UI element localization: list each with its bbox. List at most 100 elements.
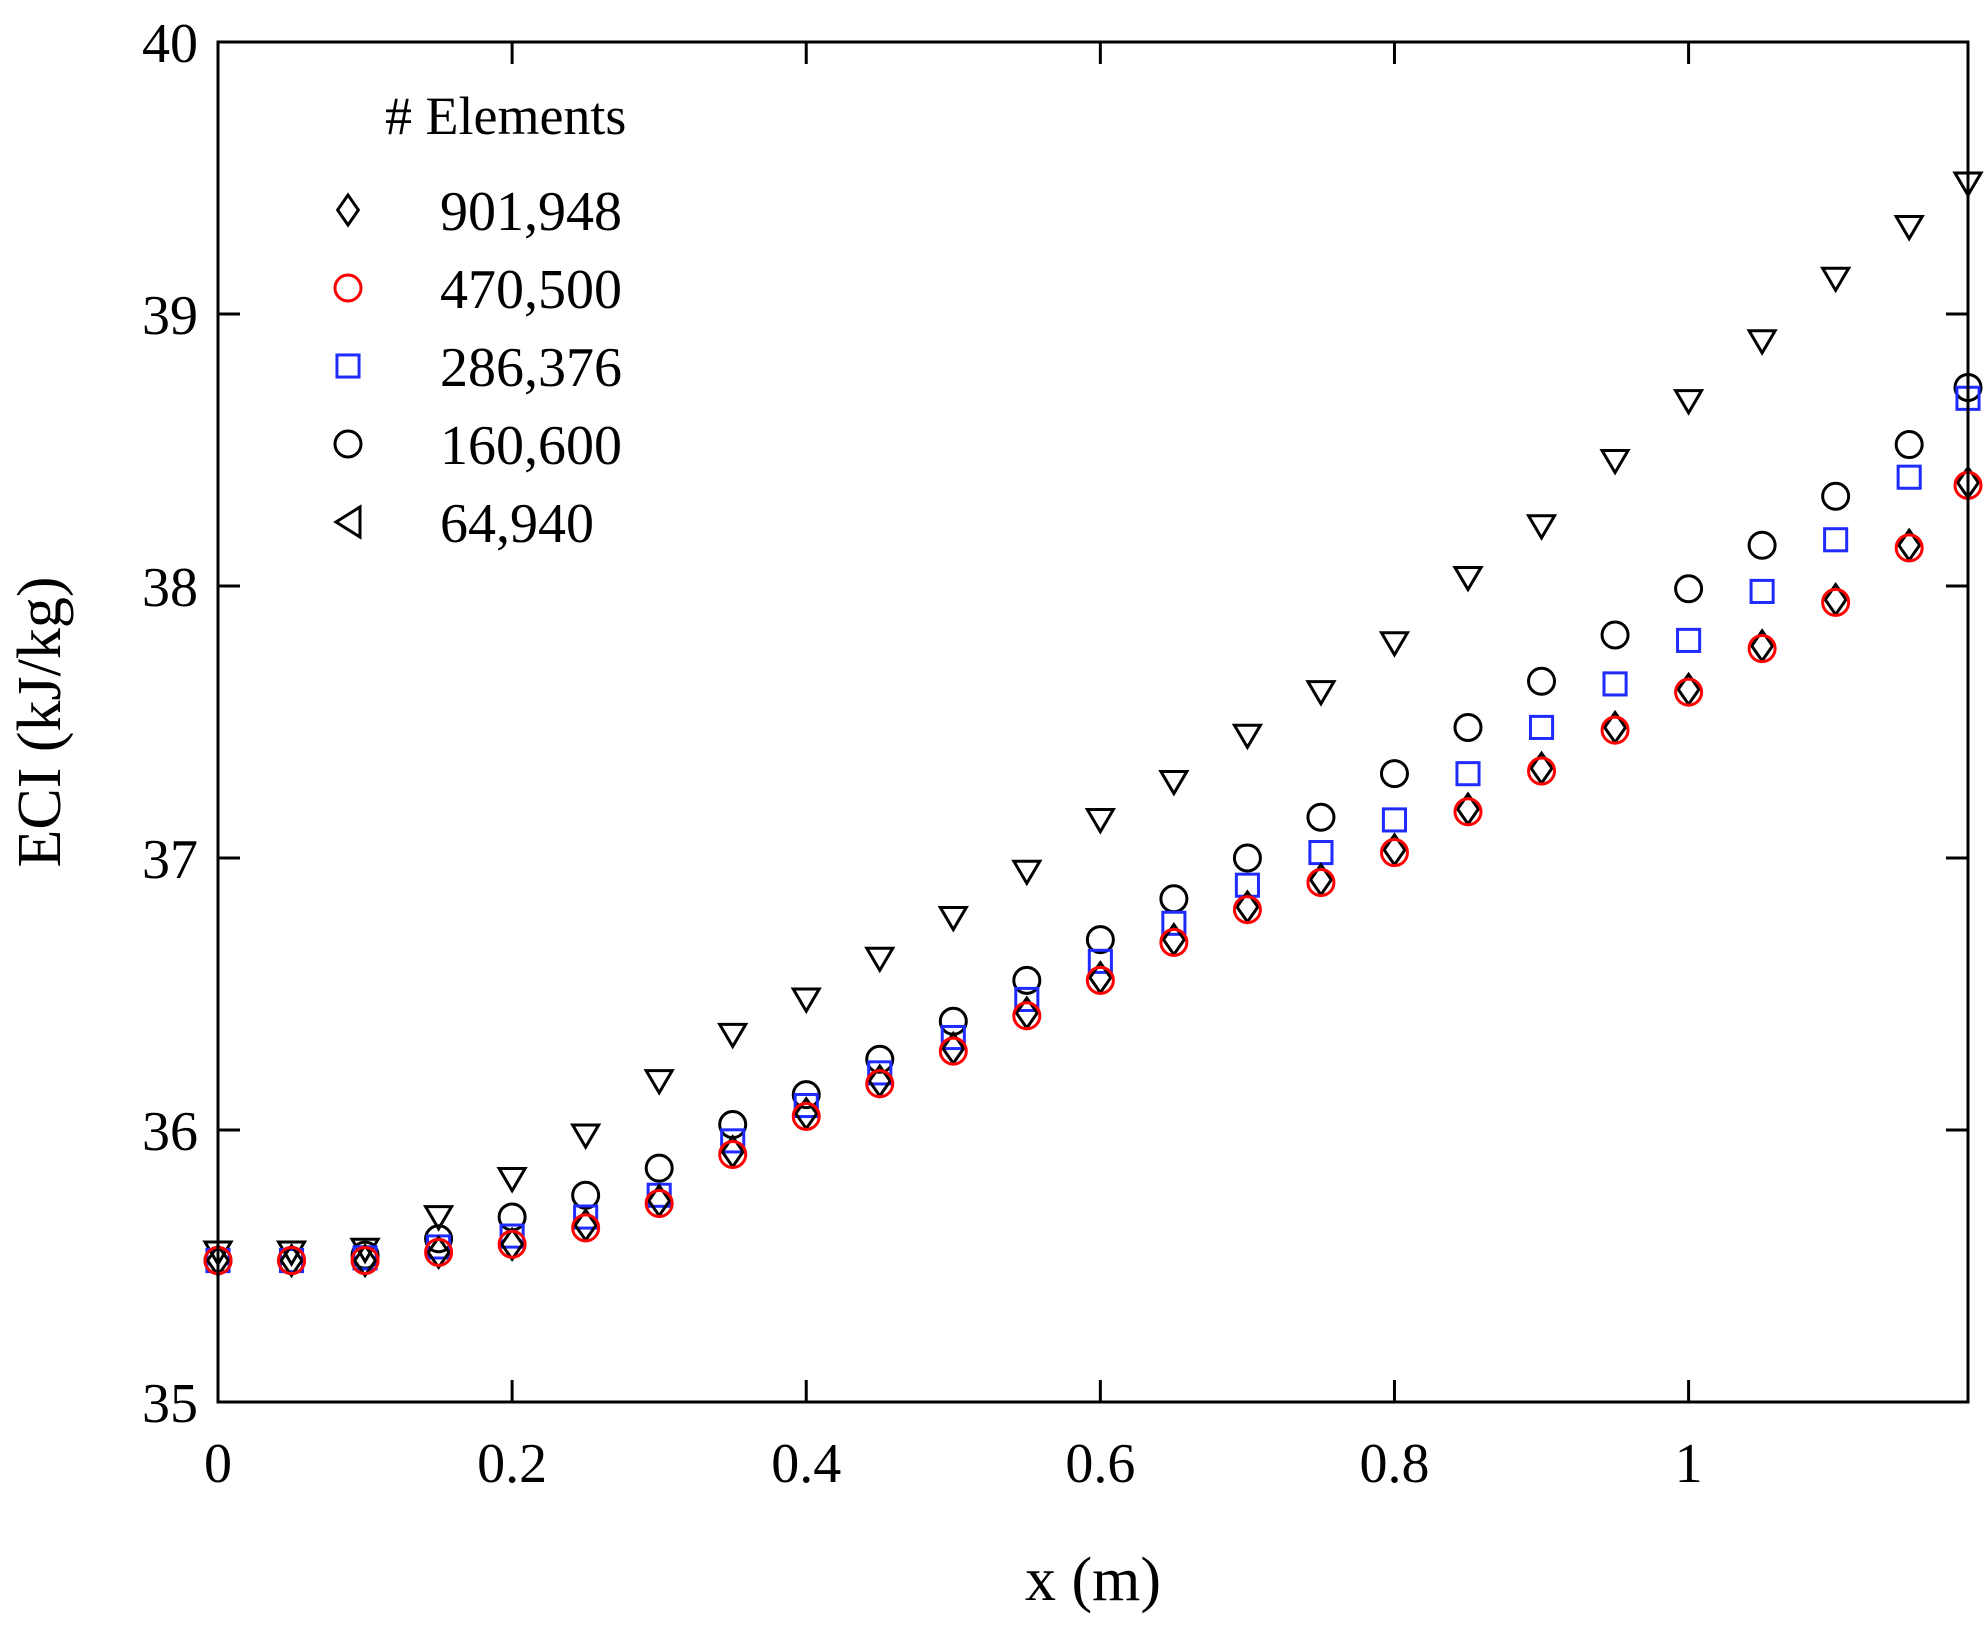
data-point — [1823, 527, 1849, 553]
data-point — [1161, 910, 1187, 936]
axis-tick-labels: 0 0.2 0.4 0.6 0.8 1 35 36 37 38 39 40 — [142, 13, 1703, 1495]
data-point — [1452, 565, 1484, 593]
data-point — [1747, 634, 1777, 664]
data-point — [793, 1092, 819, 1119]
data-point — [1087, 948, 1113, 974]
data-point — [1305, 680, 1337, 707]
data-point — [499, 1226, 525, 1262]
data-point — [1749, 578, 1775, 604]
data-point — [350, 1246, 380, 1276]
data-point — [865, 1044, 895, 1074]
legend-marker — [333, 273, 363, 303]
data-point — [1820, 266, 1852, 294]
data-point — [422, 1205, 455, 1232]
data-point — [1085, 965, 1115, 995]
data-point — [1011, 859, 1043, 887]
data-point — [496, 1167, 528, 1194]
legend-entries: 901,948 470,500 286,376 160,600 64,940 — [333, 181, 622, 555]
data-point — [1674, 574, 1704, 604]
data-point — [1527, 666, 1557, 696]
data-point — [790, 987, 822, 1015]
data-point — [718, 1139, 748, 1169]
data-point — [867, 1060, 893, 1086]
data-point — [1602, 671, 1628, 697]
legend-entry: 470,500 — [333, 259, 622, 321]
data-point — [940, 1024, 966, 1051]
legend-entry: 64,940 — [333, 493, 594, 555]
data-point — [1158, 769, 1190, 797]
data-point — [573, 1204, 599, 1230]
legend-label: 286,376 — [440, 337, 622, 399]
data-point — [1085, 925, 1115, 955]
data-point — [1012, 1001, 1042, 1031]
legend-entry: 160,600 — [333, 415, 622, 477]
data-point — [1453, 712, 1483, 742]
data-point — [1378, 631, 1411, 658]
data-point — [1894, 430, 1924, 460]
data-point — [571, 1213, 601, 1243]
data-point — [1381, 807, 1408, 833]
data-point — [791, 1080, 821, 1110]
data-point — [791, 1101, 821, 1131]
data-point — [1599, 448, 1631, 476]
data-point — [279, 1242, 304, 1279]
data-point — [644, 1188, 674, 1218]
data-point — [1527, 756, 1557, 786]
data-point — [1600, 715, 1630, 745]
data-point — [1231, 723, 1264, 751]
data-point — [1232, 843, 1262, 873]
y-tick-label: 35 — [142, 1373, 198, 1435]
data-point — [717, 1022, 749, 1050]
y-tick-label: 40 — [142, 13, 198, 75]
series-470500 — [203, 470, 1983, 1276]
x-tick-label: 0.6 — [1065, 1433, 1135, 1495]
axis-ticks — [216, 40, 1968, 1404]
data-point — [1746, 329, 1778, 356]
data-point — [1674, 677, 1704, 707]
data-point — [424, 1237, 454, 1267]
data-point — [1306, 802, 1336, 832]
data-point — [1453, 797, 1483, 827]
x-tick-label: 0 — [204, 1433, 232, 1495]
data-point — [1084, 808, 1116, 835]
legend: # Elements 901,948 470,500 286,376 160,600 6… — [333, 86, 626, 555]
data-point — [1525, 514, 1558, 541]
data-point — [1747, 530, 1777, 560]
legend-title: # Elements — [385, 86, 626, 146]
data-point — [277, 1246, 307, 1276]
data-point — [1306, 867, 1336, 897]
data-point — [1676, 627, 1702, 653]
data-point — [1896, 464, 1922, 490]
data-point — [426, 1234, 451, 1270]
data-point — [864, 946, 896, 974]
legend-entry: 901,948 — [335, 181, 622, 243]
data-point — [424, 1224, 454, 1254]
data-point — [1821, 481, 1851, 511]
legend-label: 901,948 — [440, 181, 622, 243]
data-point — [720, 1128, 746, 1154]
y-tick-label: 39 — [142, 285, 198, 347]
legend-label: 470,500 — [440, 259, 622, 321]
x-tick-label: 0.8 — [1359, 1433, 1429, 1495]
x-tick-label: 0.2 — [477, 1433, 547, 1495]
x-axis-title: x (m) — [1025, 1546, 1161, 1614]
data-point — [1379, 838, 1409, 868]
legend-label: 160,600 — [440, 415, 622, 477]
legend-marker — [333, 504, 362, 540]
data-point — [865, 1069, 895, 1099]
data-point — [1232, 895, 1262, 925]
data-point — [644, 1153, 674, 1183]
data-point — [1893, 215, 1925, 242]
y-tick-label: 38 — [142, 557, 198, 619]
legend-marker — [335, 192, 361, 228]
plot-frame — [216, 40, 1970, 1404]
y-axis-title: ECI (kJ/kg) — [6, 576, 74, 867]
data-point — [938, 1036, 968, 1066]
data-point — [497, 1229, 527, 1259]
data-point — [1014, 986, 1040, 1012]
data-point — [1672, 389, 1705, 416]
x-tick-label: 0.4 — [771, 1433, 841, 1495]
data-point — [937, 905, 969, 933]
